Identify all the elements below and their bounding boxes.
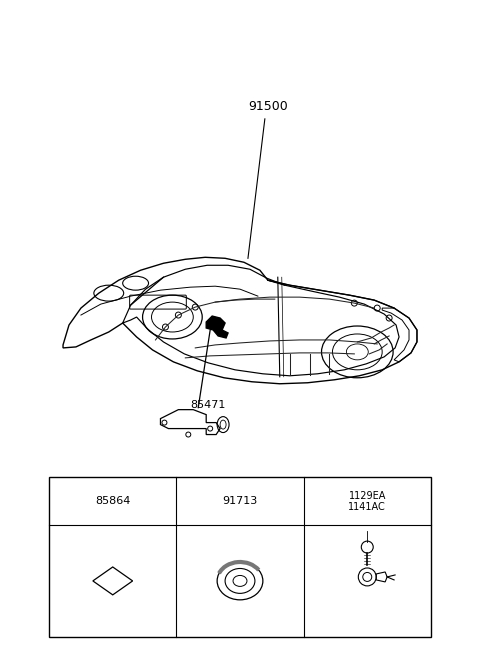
Polygon shape bbox=[206, 316, 228, 338]
Text: 1129EA: 1129EA bbox=[348, 491, 386, 501]
Text: 85864: 85864 bbox=[95, 496, 131, 506]
Text: 91500: 91500 bbox=[248, 100, 288, 113]
Bar bbox=[49, 477, 431, 637]
Text: 1141AC: 1141AC bbox=[348, 502, 386, 512]
Text: 91713: 91713 bbox=[222, 496, 258, 506]
Text: 85471: 85471 bbox=[191, 400, 226, 409]
